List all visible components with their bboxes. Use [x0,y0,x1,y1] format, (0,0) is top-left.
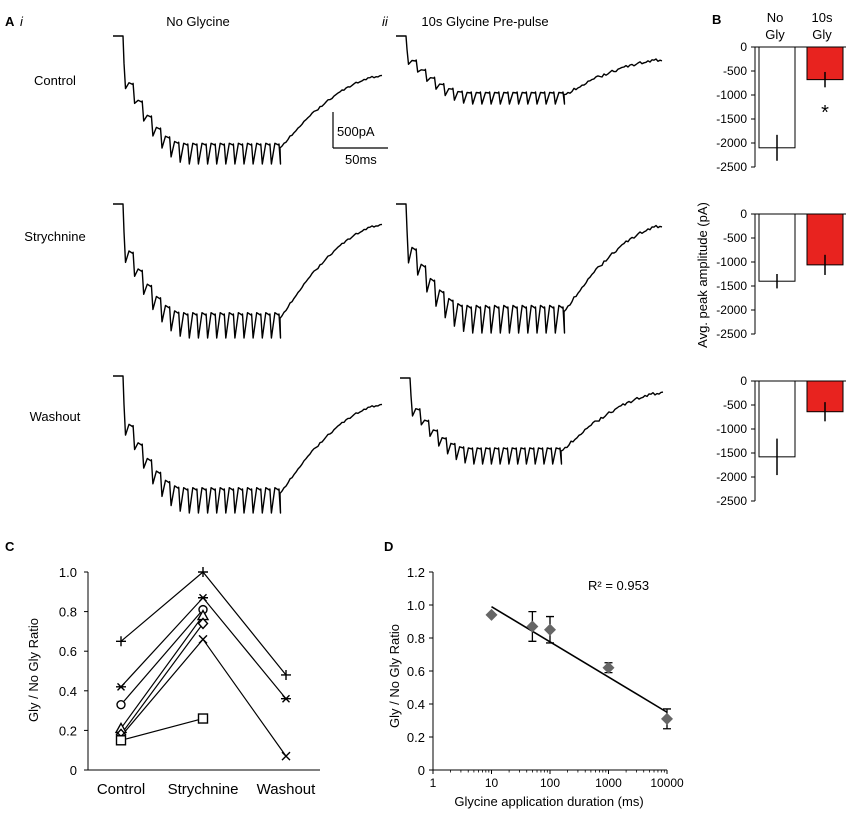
d-x-axis-label: Glycine application duration (ms) [454,794,643,809]
c-y-tick-label: 1.0 [59,565,77,580]
d-fit-line [491,605,668,713]
scale-bar-current-label: 500pA [337,124,375,139]
chart-b: 0 -500 -1000 -1500 -2000 -2500 * 0 -500 -1000 -150… [716,40,846,508]
b-category-label-1-line2: Gly [765,27,785,42]
panel-label-a: A [5,14,15,29]
b-significance-marker: * [821,102,829,124]
row-label-strychnine: Strychnine [24,229,85,244]
d-y-tick-label: 0.8 [407,631,425,646]
c-x-tick-label: Washout [257,781,316,798]
c-marker-plus [281,669,291,680]
d-y-tick-label: 1.2 [407,565,425,580]
panel-label-b: B [712,12,721,27]
trace-strychnine-no-glycine [113,203,383,339]
c-y-tick-label: 0.6 [59,644,77,659]
d-y-tick-label: 0.4 [407,697,425,712]
c-marker-circle [116,699,126,710]
d-y-tick-label: 1.0 [407,598,425,613]
b-y-axis-label: Avg. peak amplitude (pA) [695,202,710,348]
trace-strychnine-glycine [396,203,663,334]
b-y-tick-label-control: -500 [723,64,747,78]
c-marker-x [198,634,208,644]
b-y-tick-label-strychnine: -1000 [716,255,747,269]
c-y-tick-label: 0.4 [59,684,77,699]
b-y-tick-label-control: -1500 [716,112,747,126]
chart-d: 0 0.2 0.4 0.6 0.8 1.0 1.2 1 10 100 1000 10000 [407,565,684,790]
panel-label-d: D [384,539,393,554]
b-category-label-1-line1: No [767,10,784,25]
c-series-line-diamond [120,623,204,735]
trace-washout-glycine [400,377,664,465]
row-label-washout: Washout [30,409,81,424]
d-data-point [526,620,539,633]
d-data-point [661,712,673,725]
b-y-tick-label-strychnine: -1500 [716,279,747,293]
c-y-tick-label: 0 [70,763,77,778]
c-series-line-circle [120,609,204,706]
c-marker-star [116,682,126,691]
d-data-point [544,623,556,636]
scale-bar: 500pA 50ms [332,112,388,167]
b-y-tick-label-strychnine: 0 [740,207,747,221]
d-y-tick-label: 0 [418,763,425,778]
b-category-label-2-line2: Gly [812,27,832,42]
scale-bar-time-label: 50ms [345,152,377,167]
panel-label-a-ii: ii [382,14,389,29]
b-y-tick-label-control: -2000 [716,136,747,150]
trace-washout-no-glycine [113,375,383,514]
b-y-tick-label-washout: -1000 [716,422,747,436]
c-marker-star [281,694,291,703]
row-label-control: Control [34,73,76,88]
c-marker-square [197,713,209,724]
c-x-tick-label: Control [97,781,145,798]
b-y-tick-label-washout: -2500 [716,494,747,508]
c-marker-diamond [197,617,209,630]
c-series-line-triangle [120,615,204,729]
c-marker-star [198,593,208,602]
d-x-tick-label: 10000 [650,776,684,790]
d-r-squared-annotation: R² = 0.953 [588,578,649,593]
b-category-label-2-line1: 10s [812,10,833,25]
b-y-tick-label-washout: -500 [723,398,747,412]
d-y-tick-label: 0.2 [407,730,425,745]
c-y-axis-label: Gly / No Gly Ratio [26,618,41,722]
b-bar-strychnine-no-gly [758,213,796,282]
b-y-tick-label-strychnine: -500 [723,231,747,245]
d-x-tick-label: 100 [540,776,560,790]
c-marker-square [115,735,127,746]
col-title-glycine-prepulse: 10s Glycine Pre-pulse [421,14,548,29]
b-y-tick-label-strychnine: -2500 [716,327,747,341]
b-y-tick-label-control: -1000 [716,88,747,102]
col-title-no-glycine: No Glycine [166,14,230,29]
b-y-tick-label-control: 0 [740,40,747,54]
d-x-tick-label: 1000 [595,776,622,790]
d-data-point [485,608,498,621]
d-y-tick-label: 0.6 [407,664,425,679]
panel-label-a-i: i [20,14,24,29]
c-marker-plus [198,567,208,577]
trace-control-no-glycine [113,35,383,165]
trace-control-glycine [396,35,663,105]
c-x-tick-label: Strychnine [168,781,239,798]
b-y-tick-label-washout: 0 [740,374,747,388]
chart-c: 0 0.2 0.4 0.6 0.8 1.0 Control Strychnine Washout [59,565,320,798]
b-y-tick-label-control: -2500 [716,160,747,174]
c-marker-x [281,751,291,761]
d-data-point [602,661,615,674]
b-bar-control-no-gly [758,46,796,149]
d-x-tick-label: 1 [430,776,437,790]
c-series-line-x [120,638,287,757]
b-y-tick-label-washout: -2000 [716,470,747,484]
c-y-tick-label: 0.2 [59,723,77,738]
c-marker-plus [116,636,126,647]
d-y-axis-label: Gly / No Gly Ratio [387,624,402,728]
b-y-tick-label-washout: -1500 [716,446,747,460]
d-x-tick-label: 10 [485,776,499,790]
panel-label-c: C [5,539,15,554]
c-series-line-square [120,717,204,741]
b-y-tick-label-strychnine: -2000 [716,303,747,317]
c-y-tick-label: 0.8 [59,605,77,620]
